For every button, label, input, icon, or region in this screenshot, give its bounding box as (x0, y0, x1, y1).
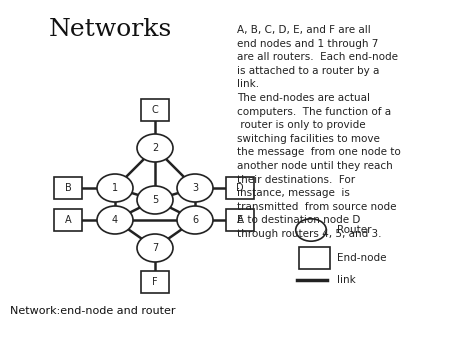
Ellipse shape (137, 186, 173, 214)
Ellipse shape (97, 174, 133, 202)
Ellipse shape (137, 134, 173, 162)
Bar (141, 99, 169, 121)
Text: Network:end-node and router: Network:end-node and router (10, 306, 176, 316)
Text: 7: 7 (152, 243, 158, 253)
Bar (54, 209, 82, 231)
Text: B: B (65, 183, 72, 193)
Text: 2: 2 (152, 143, 158, 153)
Text: 1: 1 (112, 183, 118, 193)
Bar (54, 177, 82, 199)
Ellipse shape (97, 206, 133, 234)
Text: 5: 5 (152, 195, 158, 205)
Text: D: D (236, 183, 244, 193)
Bar (226, 209, 254, 231)
Bar (299, 247, 330, 269)
Ellipse shape (177, 174, 213, 202)
Bar (226, 177, 254, 199)
Text: A, B, C, D, E, and F are all
end nodes and 1 through 7
are all routers.  Each en: A, B, C, D, E, and F are all end nodes a… (237, 25, 401, 239)
Text: A: A (65, 215, 71, 225)
Text: C: C (152, 105, 158, 115)
Text: F: F (152, 277, 158, 287)
Ellipse shape (296, 219, 326, 241)
Bar (141, 271, 169, 293)
Text: link: link (337, 275, 356, 285)
Text: 3: 3 (192, 183, 198, 193)
Text: 4: 4 (112, 215, 118, 225)
Text: 6: 6 (192, 215, 198, 225)
Text: E: E (237, 215, 243, 225)
Ellipse shape (137, 234, 173, 262)
Text: Router: Router (337, 225, 372, 235)
Text: Networks: Networks (49, 18, 171, 41)
Ellipse shape (177, 206, 213, 234)
Text: End-node: End-node (337, 253, 387, 263)
